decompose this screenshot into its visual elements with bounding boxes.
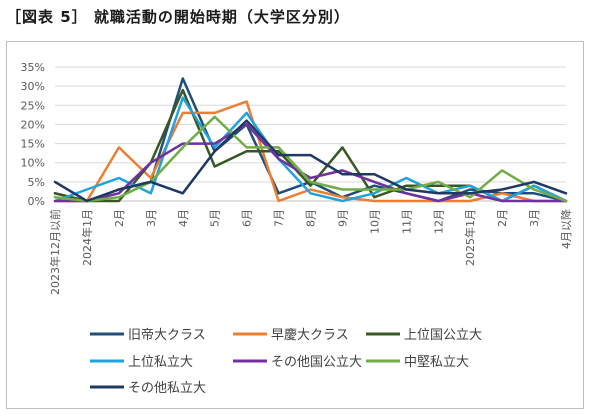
x-tick-label: 9月 [336, 209, 349, 227]
series-line [53, 119, 568, 203]
y-tick-label: 35% [21, 61, 45, 74]
x-tick-label: 2025年1月 [463, 209, 477, 266]
x-tick-label: 7月 [273, 209, 286, 227]
x-tick-label: 2月 [496, 209, 509, 227]
y-tick-label: 20% [21, 118, 45, 131]
y-tick-label: 0% [28, 195, 45, 208]
x-tick-label: 6月 [241, 209, 254, 227]
legend-label: その他私立大 [128, 381, 206, 396]
series-line [53, 115, 568, 203]
legend-label: 上位国公立大 [404, 328, 482, 343]
legend-label: 早慶大クラス [271, 328, 349, 343]
x-tick-label: 10月 [368, 209, 381, 234]
legend-label: その他国公立大 [271, 355, 362, 370]
x-tick-label: 2月 [113, 209, 126, 227]
x-tick-label: 3月 [528, 209, 541, 227]
legend-label: 旧帝大クラス [128, 327, 206, 343]
x-tick-label: 2023年12月以前 [48, 209, 62, 295]
chart-frame [6, 41, 584, 409]
chart-title: ［図表 5］ 就職活動の開始時期（大学区分別） [6, 8, 350, 26]
x-tick-label: 3月 [145, 209, 158, 227]
x-tick-label: 2024年1月 [80, 209, 94, 266]
y-tick-label: 10% [21, 157, 45, 170]
x-tick-label: 8月 [305, 209, 318, 227]
series-line [53, 123, 568, 203]
x-tick-label: 11月 [400, 209, 413, 234]
x-tick-label: 4月 [177, 209, 190, 227]
x-tick-label: 4月以降 [559, 209, 573, 249]
y-tick-label: 25% [21, 99, 45, 112]
x-tick-label: 12月 [432, 209, 445, 234]
series-line [53, 100, 568, 203]
y-tick-label: 30% [21, 80, 45, 93]
legend-label: 上位私立大 [128, 355, 193, 370]
y-tick-label: 5% [28, 176, 45, 189]
legend-label: 中堅私立大 [404, 355, 469, 370]
y-tick-label: 15% [21, 138, 45, 151]
x-tick-label: 5月 [209, 209, 222, 227]
